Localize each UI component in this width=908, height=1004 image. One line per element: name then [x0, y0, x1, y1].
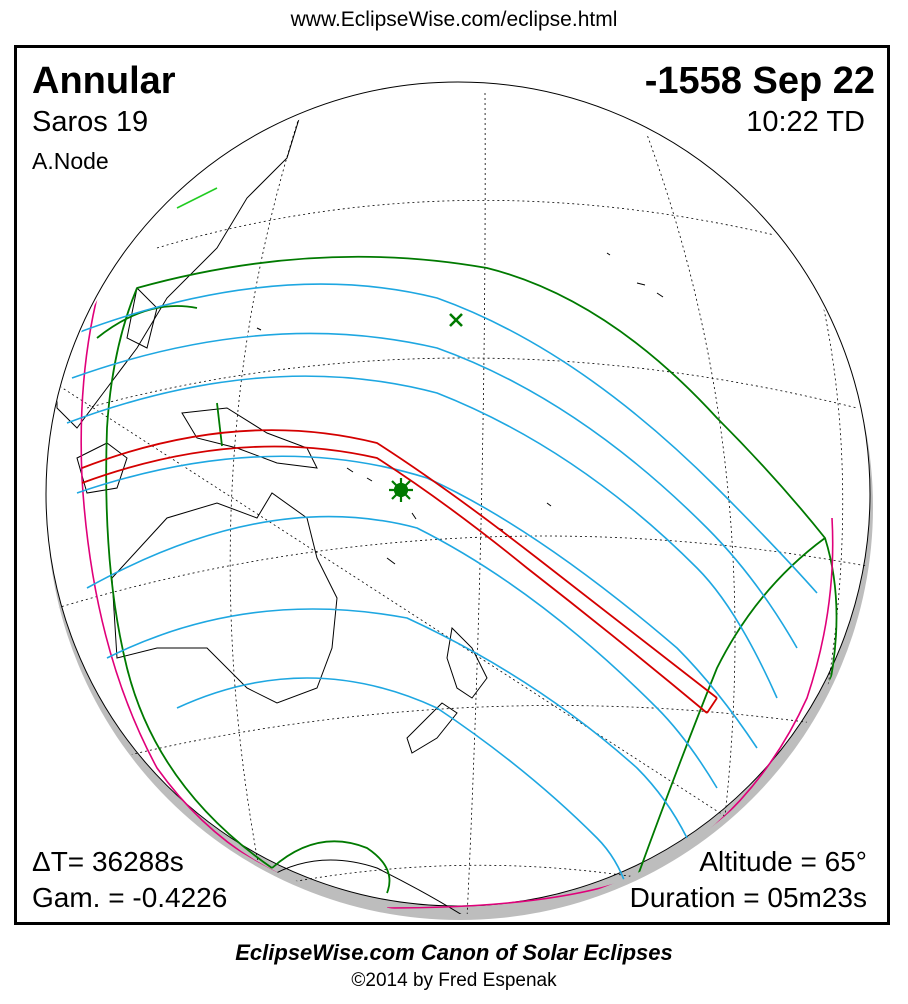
central-duration: Duration = 05m23s: [629, 882, 867, 913]
lunar-node: A.Node: [32, 148, 109, 174]
saros-number: Saros 19: [32, 106, 149, 138]
greatest-eclipse-icon: [389, 478, 413, 502]
new-zealand-south: [406, 702, 458, 754]
copyright: ©2014 by Fred Espenak: [351, 970, 557, 991]
central-path: [81, 429, 718, 714]
subsolar-x-icon: [449, 313, 463, 327]
eclipse-map-panel: Annular -1558 Sep 22 Saros 19 10:22 TD A…: [14, 45, 890, 925]
source-url[interactable]: www.EclipseWise.com/eclipse.html: [290, 8, 618, 31]
eclipse-date: -1558 Sep 22: [644, 60, 875, 102]
canon-title: EclipseWise.com Canon of Solar Eclipses: [235, 940, 673, 965]
australia-outline: [111, 492, 338, 704]
antarctica-outline: [266, 859, 468, 914]
new-guinea-outline: [181, 407, 318, 469]
new-zealand-north: [446, 626, 488, 699]
eclipse-type: Annular: [32, 60, 176, 102]
rise-set-curves: [80, 277, 834, 909]
eclipse-time: 10:22 TD: [746, 106, 865, 138]
borneo-outline: [76, 442, 128, 494]
philippines-outline: [126, 286, 158, 349]
delta-t: ΔT= 36288s: [32, 846, 184, 877]
globe-map: [45, 81, 873, 920]
sun-altitude: Altitude = 65°: [699, 846, 867, 877]
partial-magnitude-lines: [66, 283, 818, 889]
gamma-value: Gam. = -0.4226: [32, 882, 228, 913]
